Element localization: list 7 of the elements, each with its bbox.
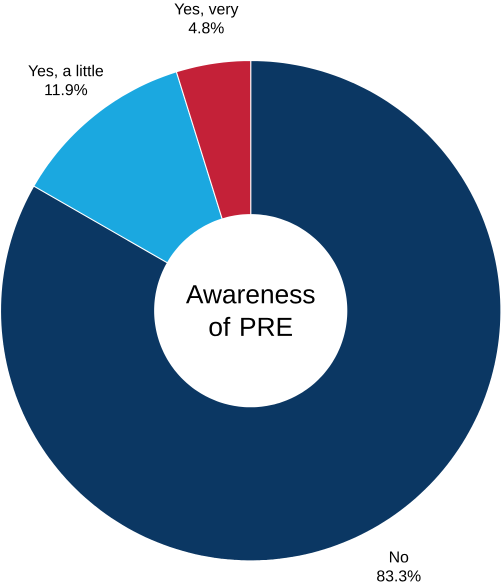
slice-label: Yes, a little	[28, 64, 103, 78]
text: Awareness of PRE	[186, 285, 314, 336]
data-label: 11.9%	[45, 84, 87, 96]
data-label: 83.3%	[376, 570, 420, 582]
slice-label: Yes, very	[174, 3, 238, 18]
data-label: 4.8%	[188, 22, 224, 34]
slice-label: No	[390, 552, 408, 563]
